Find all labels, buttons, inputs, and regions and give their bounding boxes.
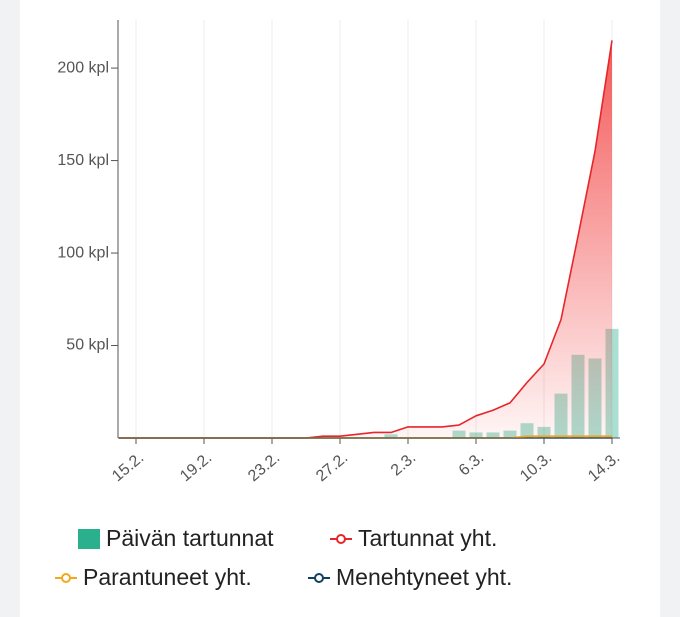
- legend-item: Parantuneet yht.: [55, 564, 252, 590]
- legend-label: Parantuneet yht.: [83, 564, 252, 590]
- legend-swatch: [78, 529, 100, 549]
- legend-item: Tartunnat yht.: [330, 525, 497, 551]
- legend-label: Päivän tartunnat: [106, 525, 274, 551]
- area: [119, 40, 612, 439]
- x-tick-label: 27.2.: [313, 449, 351, 485]
- legend-swatch: [61, 573, 71, 583]
- legend-item: Päivän tartunnat: [78, 525, 274, 551]
- x-tick-label: 6.3.: [456, 449, 487, 479]
- legend-item: Menehtyneet yht.: [308, 564, 512, 590]
- x-tick-label: 15.2.: [109, 449, 147, 485]
- legend-label: Menehtyneet yht.: [336, 564, 512, 590]
- x-tick-label: 23.2.: [245, 449, 283, 485]
- x-tick-label: 2.3.: [388, 449, 419, 479]
- y-tick-label: 200 kpl: [57, 59, 109, 76]
- x-tick-label: 10.3.: [517, 449, 555, 485]
- y-tick-label: 100 kpl: [57, 244, 109, 261]
- x-tick-label: 14.3.: [585, 449, 623, 485]
- legend-swatch: [314, 573, 324, 583]
- y-tick-label: 150 kpl: [57, 152, 109, 169]
- legend-swatch: [336, 534, 346, 544]
- legend-label: Tartunnat yht.: [358, 525, 497, 551]
- y-tick-label: 50 kpl: [66, 337, 109, 354]
- x-tick-label: 19.2.: [177, 449, 215, 485]
